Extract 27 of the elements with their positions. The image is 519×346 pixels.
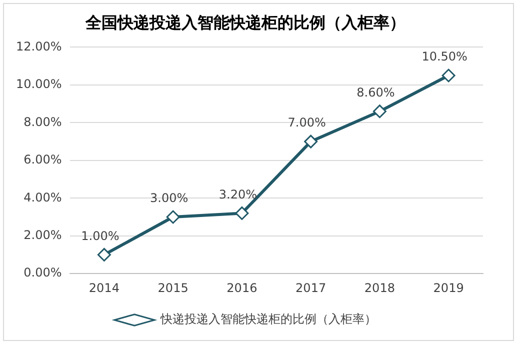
y-tick-label: 0.00% (24, 266, 62, 280)
x-tick-label: 2017 (296, 280, 326, 295)
point (304, 134, 318, 148)
x-tick-label: 2018 (364, 280, 395, 295)
y-tick-label: 12.00% (16, 39, 62, 54)
data-label: 10.50% (422, 50, 468, 64)
data-label: 3.20% (218, 187, 258, 202)
point (235, 206, 249, 220)
x-tick-label: 2016 (226, 280, 258, 295)
x-tick-label: 2014 (88, 280, 120, 295)
legend-label: 快递投递入智能快递柜的比例（入柜率） (160, 312, 376, 326)
y-tick-label: 10.00% (16, 77, 62, 92)
y-tick-label: 8.00% (24, 114, 62, 129)
x-tick-label: 2015 (158, 280, 188, 295)
y-tick-label: 6.00% (24, 152, 62, 167)
y-tick-label: 2.00% (24, 228, 62, 242)
x-tick-label: 2019 (433, 280, 464, 295)
point (166, 210, 180, 224)
point (372, 104, 386, 118)
chart-title: 全国快递投递入智能快递柜的比例（入柜率） (84, 12, 406, 32)
data-label: 1.00% (81, 228, 120, 243)
data-label: 3.00% (150, 191, 188, 206)
point (97, 248, 111, 262)
point (442, 68, 456, 82)
data-label: 8.60% (356, 85, 395, 100)
y-tick-label: 4.00% (24, 190, 62, 204)
data-label: 7.00% (288, 116, 326, 130)
